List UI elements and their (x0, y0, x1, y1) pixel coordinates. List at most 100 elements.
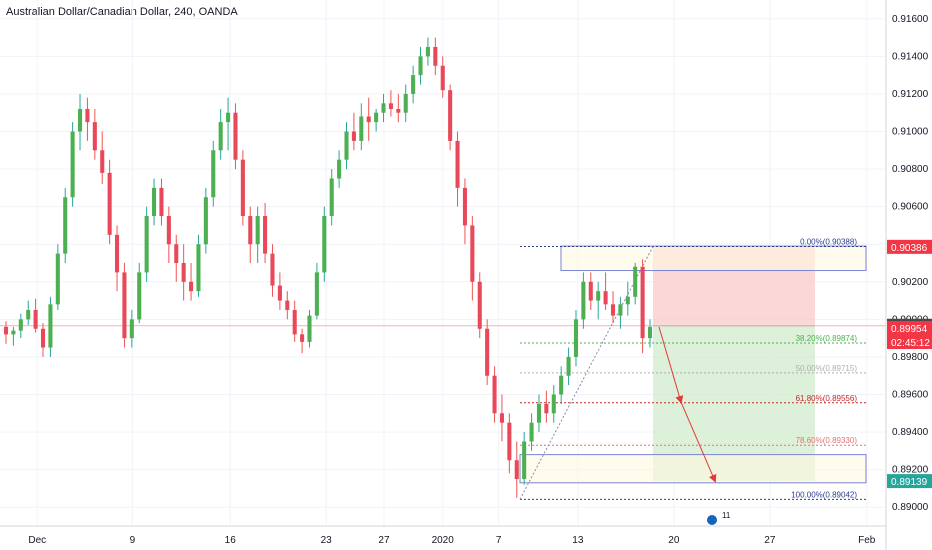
candle-body (70, 131, 75, 198)
supply-zone (560, 245, 867, 272)
candle-body (351, 131, 356, 141)
candle (566, 347, 571, 386)
candle-body (499, 413, 504, 423)
y-tick-label: 0.90600 (892, 202, 929, 213)
candle (603, 272, 608, 310)
candle (462, 178, 467, 245)
candle-body (374, 112, 379, 123)
candle (388, 90, 393, 117)
candle-body (218, 122, 223, 151)
candle-body (255, 216, 260, 245)
candle (203, 187, 208, 254)
candle-body (381, 103, 386, 113)
candle (55, 244, 60, 310)
candle-body (181, 263, 186, 282)
candle (270, 244, 275, 297)
candle (314, 263, 319, 320)
candle (581, 272, 586, 329)
candle (485, 319, 490, 386)
candle-body (581, 281, 586, 320)
candle (189, 263, 194, 301)
candle (381, 93, 386, 123)
candle (48, 296, 53, 357)
candle-body (559, 375, 564, 395)
candle (300, 328, 305, 354)
candle-body (418, 56, 423, 76)
candle (396, 93, 401, 123)
candle-body (610, 304, 616, 316)
candle-body (196, 244, 201, 292)
candle (470, 216, 475, 301)
x-tick-label: 13 (572, 535, 584, 546)
candle (588, 272, 593, 310)
fib-level-label: 100.00%(0.89042) (791, 490, 857, 499)
candle (596, 281, 601, 320)
candle (129, 309, 134, 348)
candle-body (85, 108, 90, 123)
candle (618, 296, 623, 329)
candle (181, 244, 186, 301)
candle (33, 298, 38, 333)
candle (633, 263, 638, 305)
price-badge: 0.90386 (887, 239, 932, 254)
candle (18, 313, 23, 339)
candle-body (3, 326, 9, 335)
candle-body (226, 112, 231, 123)
candle-body (300, 334, 305, 342)
price-badge-text: 0.89954 (891, 324, 928, 335)
price-badge-text: 0.89139 (891, 477, 928, 488)
candle (359, 103, 364, 151)
candle (152, 178, 157, 226)
candle-body (485, 328, 490, 376)
candle-body (152, 187, 157, 217)
candle (92, 108, 97, 160)
candle-body (514, 460, 519, 480)
candle (263, 202, 268, 263)
candle (85, 97, 90, 141)
candle-body (33, 309, 38, 329)
x-tick-label: 7 (496, 535, 502, 546)
candle-body (92, 122, 97, 151)
candle (107, 159, 112, 245)
x-tick-label: Dec (28, 535, 46, 546)
candle-body (588, 281, 593, 301)
candle (492, 366, 497, 423)
candle-body (396, 108, 401, 113)
candle (329, 169, 334, 226)
candle (366, 97, 371, 141)
candle-body (366, 116, 371, 123)
candle-body (433, 46, 438, 66)
chart-title: Australian Dollar/Canadian Dollar, 240, … (6, 6, 238, 18)
candle-body (551, 394, 556, 414)
candle-body (440, 65, 445, 91)
demand-zone (519, 454, 867, 484)
candle-body (248, 216, 253, 245)
event-marker-label: 11 (722, 511, 731, 520)
candle-body (448, 90, 453, 141)
candle (477, 272, 482, 339)
candle-body (55, 253, 60, 305)
candle-body (63, 197, 68, 254)
arrow-down-1 (658, 326, 684, 404)
candle (40, 323, 46, 357)
candle (610, 291, 616, 324)
candle-body (425, 46, 430, 57)
x-tick-label: 16 (225, 535, 237, 546)
candle (344, 122, 349, 170)
candle-body (48, 304, 53, 348)
candle-body (314, 272, 319, 316)
candle (196, 234, 201, 297)
candle (536, 394, 542, 433)
candle-body (329, 178, 334, 217)
candle-body (77, 108, 83, 132)
x-tick-label: Feb (858, 535, 876, 546)
x-tick-label: 9 (130, 535, 136, 546)
x-tick-label: 20 (668, 535, 680, 546)
candle-body (233, 112, 238, 160)
candle (418, 46, 423, 85)
candle (166, 206, 171, 263)
candle-body (522, 441, 527, 480)
y-tick-label: 0.91400 (892, 51, 929, 62)
candle-body (189, 281, 194, 292)
